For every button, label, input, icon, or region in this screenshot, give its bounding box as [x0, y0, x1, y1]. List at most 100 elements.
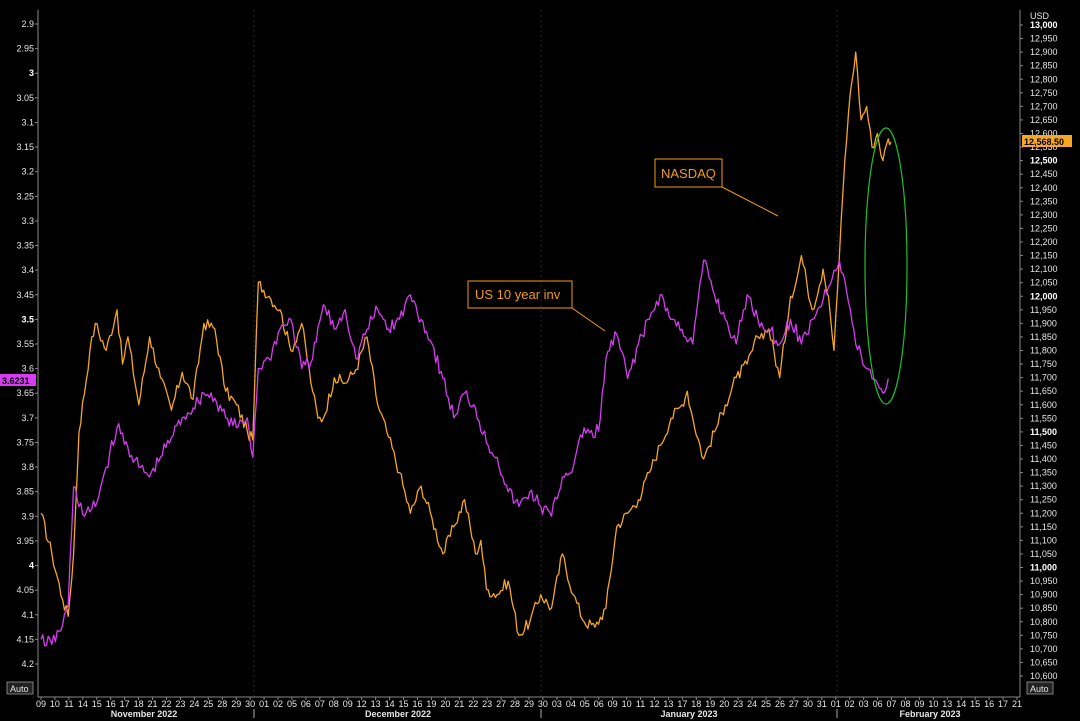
left-tick-label: 3.05 [16, 93, 34, 103]
x-tick-label: 22 [161, 699, 171, 709]
left-tick-label: 3.25 [16, 191, 34, 201]
x-month-label: January 2023 [660, 709, 717, 719]
x-tick-label: 26 [775, 699, 785, 709]
x-tick-label: 03 [859, 699, 869, 709]
left-tick-label: 3.4 [21, 265, 34, 275]
right-axis: 13,000 12,950 12,900 12,850 12,800 12,750 12,7… [1019, 10, 1058, 697]
right-tick-label: 10,650 [1030, 657, 1058, 667]
right-tick-label: 11,950 [1030, 305, 1057, 315]
x-tick-label: 11 [64, 699, 73, 709]
x-tick-label: 23 [175, 699, 185, 709]
x-tick-label: 06 [301, 699, 311, 709]
x-tick-label: 12 [649, 699, 659, 709]
right-tick-label: 11,400 [1030, 454, 1057, 464]
x-tick-label: 17 [998, 699, 1008, 709]
left-tick-label: 3.6 [21, 364, 34, 374]
x-tick-label: 30 [245, 699, 255, 709]
x-month-label: November 2022 [111, 709, 178, 719]
x-tick-label: 24 [747, 699, 757, 709]
x-tick-label: 20 [719, 699, 729, 709]
right-current-value-tag: 12,568.50 [1022, 135, 1072, 147]
x-tick-label: 06 [873, 699, 883, 709]
left-current-value-label: 3.6231 [2, 376, 30, 386]
x-tick-label: 31 [817, 699, 827, 709]
x-tick-label: 13 [942, 699, 952, 709]
x-tick-label: 30 [803, 699, 813, 709]
x-tick-label: 10 [50, 699, 60, 709]
annotation-us10y: US 10 year inv [467, 280, 606, 332]
right-tick-label: 11,850 [1030, 332, 1057, 342]
x-month-label: February 2023 [899, 709, 960, 719]
left-tick-label: 3.55 [16, 339, 34, 349]
left-tick-label: 3.9 [21, 511, 34, 521]
annotation-nasdaq-leader [721, 186, 779, 217]
x-tick-label: 30 [538, 699, 548, 709]
x-tick-label: 16 [984, 699, 994, 709]
x-tick-label: 02 [273, 699, 283, 709]
x-tick-label: 21 [454, 699, 464, 709]
x-tick-label: 21 [148, 699, 158, 709]
x-tick-label: 01 [259, 699, 269, 709]
x-tick-label: 08 [900, 699, 910, 709]
right-tick-label: 11,450 [1030, 440, 1057, 450]
right-tick-label: 10,900 [1030, 590, 1058, 600]
x-tick-label: 29 [524, 699, 534, 709]
left-axis: 2.9 2.95 3 3.05 3.1 3.15 3.2 3.25 3.3 3.35 3.4 3.45… [16, 10, 39, 697]
x-tick-label: 11 [636, 699, 645, 709]
x-tick-label: 09 [36, 699, 46, 709]
x-tick-label: 08 [329, 699, 339, 709]
right-auto-button[interactable]: Auto [1026, 681, 1054, 695]
left-tick-label: 3.8 [21, 462, 34, 472]
x-tick-label: 17 [120, 699, 130, 709]
left-tick-label: 3.15 [16, 142, 34, 152]
left-tick-label: 2.9 [21, 19, 34, 29]
right-tick-label: 12,650 [1030, 115, 1058, 125]
x-tick-label: 09 [914, 699, 924, 709]
right-tick-label: 10,600 [1030, 671, 1058, 681]
x-tick-label: 29 [231, 699, 241, 709]
x-tick-label: 15 [92, 699, 102, 709]
x-tick-label: 15 [399, 699, 409, 709]
x-tick-label: 27 [789, 699, 799, 709]
annotation-us10y-box [467, 280, 573, 309]
right-auto-button-bg[interactable] [1026, 681, 1054, 695]
annotation-nasdaq-box [654, 158, 723, 188]
left-tick-label: 3.85 [16, 487, 34, 497]
x-tick-label: 01 [831, 699, 841, 709]
left-auto-button-bg[interactable] [6, 681, 34, 695]
left-tick-label: 3.65 [16, 388, 34, 398]
annotation-highlight-ellipse [864, 127, 908, 405]
right-tick-label: 11,550 [1030, 413, 1057, 423]
x-tick-label: 05 [580, 699, 590, 709]
annotation-nasdaq-text: NASDAQ [661, 166, 716, 181]
x-tick-label: 02 [845, 699, 855, 709]
x-tick-label: 10 [928, 699, 938, 709]
x-tick-label: 09 [343, 699, 353, 709]
left-auto-button-label[interactable]: Auto [10, 684, 29, 694]
right-tick-label: 11,500 [1030, 427, 1057, 437]
right-tick-label: 11,800 [1030, 346, 1057, 356]
right-tick-label: 11,200 [1030, 508, 1057, 518]
right-current-value-label: 12,568.50 [1024, 137, 1064, 147]
left-current-value-bg [0, 374, 36, 386]
right-tick-label: 12,550 [1030, 142, 1058, 152]
x-tick-label: 04 [566, 699, 576, 709]
right-tick-label: 12,600 [1030, 129, 1058, 139]
right-tick-label: 12,850 [1030, 61, 1058, 71]
right-auto-button-label[interactable]: Auto [1030, 684, 1049, 694]
x-tick-label: 06 [594, 699, 604, 709]
right-tick-label: 12,750 [1030, 88, 1058, 98]
right-tick-label: 12,800 [1030, 74, 1058, 84]
left-tick-label: 3.45 [16, 290, 34, 300]
x-tick-label: 19 [705, 699, 715, 709]
x-tick-label: 07 [315, 699, 325, 709]
right-tick-label: 12,900 [1030, 47, 1058, 57]
right-tick-label: 12,000 [1030, 291, 1058, 301]
right-tick-label: 11,300 [1030, 481, 1057, 491]
left-tick-label: 3.75 [16, 437, 34, 447]
right-tick-label: 12,500 [1030, 156, 1058, 166]
right-tick-label: 12,950 [1030, 34, 1058, 44]
left-auto-button[interactable]: Auto [6, 681, 34, 695]
us10y-series-line [40, 259, 889, 647]
x-tick-label: 13 [663, 699, 673, 709]
